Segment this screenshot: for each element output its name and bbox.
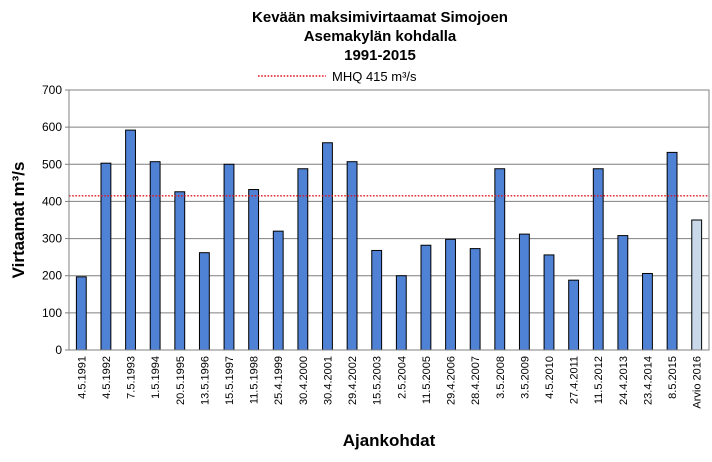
bar-15-5-1997 (223, 163, 235, 351)
bar-4-5-1991 (75, 276, 87, 351)
x-tick-label: 3.5.2008 (495, 356, 507, 399)
x-tick-label: 15.5.1997 (224, 356, 236, 405)
bar-arvio-2016 (691, 219, 703, 351)
plot-area-border (68, 89, 710, 351)
bar-29-4-2006 (445, 238, 456, 351)
x-tick-label: 24.4.2013 (618, 356, 630, 405)
x-tick-label: 3.5.2009 (519, 356, 531, 399)
x-tick-label: 28.4.2007 (470, 356, 482, 405)
y-axis-label: Virtaamat m³/s (9, 162, 28, 279)
bar-13-5-1996 (198, 252, 210, 351)
x-tick-label: 4.5.1991 (76, 356, 88, 399)
x-tick-label: 20.5.1995 (175, 356, 187, 405)
x-tick-label: 30.4.2000 (298, 356, 310, 405)
bar-23-4-2014 (642, 272, 653, 351)
x-tick-label: 8.5.2015 (667, 356, 679, 399)
bar-4-5-1992 (100, 162, 112, 351)
bar-8-5-2015 (666, 151, 678, 351)
bar-25-4-1999 (272, 230, 284, 351)
x-tick-label: 23.4.2014 (642, 356, 654, 405)
bar-7-5-1993 (125, 129, 136, 351)
y-tick-label: 400 (42, 194, 62, 208)
x-tick-label: 1.5.1994 (150, 356, 162, 399)
bar-1-5-1994 (149, 161, 161, 351)
x-tick-label: 2.5.2004 (396, 356, 408, 399)
x-axis-label: Ajankohdat (343, 431, 436, 450)
bar-3-5-2009 (518, 233, 530, 351)
bar-3-5-2008 (494, 168, 506, 351)
x-tick-label: 25.4.1999 (273, 356, 285, 405)
x-tick-label: 15.5.2003 (372, 356, 384, 405)
bar-20-5-1995 (174, 191, 186, 351)
x-tick-label: 11.5.1998 (249, 356, 261, 404)
x-tick-label: 7.5.1993 (126, 356, 138, 399)
bar-28-4-2007 (469, 248, 481, 351)
x-tick-label: 30.4.2001 (322, 356, 334, 405)
bar-11-5-2005 (420, 244, 432, 351)
y-tick-label: 200 (42, 269, 62, 283)
bar-11-5-1998 (248, 189, 260, 351)
title-line-2: Asemakylän kohdalla (304, 28, 457, 45)
bar-4-5-2010 (543, 254, 555, 351)
y-tick-label: 0 (55, 343, 62, 357)
x-tick-label: 11.5.2005 (421, 356, 433, 404)
x-tick-label: 13.5.1996 (199, 356, 211, 405)
x-tick-label: 27.4.2011 (569, 356, 581, 404)
x-tick-label: 11.5.2012 (593, 356, 605, 404)
x-tick-label: 4.5.1992 (101, 356, 113, 399)
chart-title: Kevään maksimivirtaamat Simojoen Asemaky… (252, 9, 508, 64)
bar-15-5-2003 (371, 249, 383, 351)
x-axis-ticks: 4.5.1991 4.5.1992 7.5.1993 1.5.1994 20.5.199… (76, 356, 703, 409)
x-tick-label: Arvio 2016 (692, 356, 704, 409)
x-tick-label: 4.5.2010 (544, 356, 556, 399)
bar-2-5-2004 (395, 275, 407, 351)
y-tick-label: 100 (42, 306, 62, 320)
x-tick-label: 29.4.2002 (347, 356, 359, 405)
title-line-1: Kevään maksimivirtaamat Simojoen (252, 9, 508, 26)
bars (75, 129, 703, 351)
y-tick-label: 300 (42, 232, 62, 246)
bar-27-4-2011 (568, 279, 580, 351)
bar-24-4-2013 (617, 235, 629, 351)
legend: MHQ 415 m³/s (258, 69, 417, 84)
bar-29-4-2002 (346, 161, 358, 351)
x-tick-label: 29.4.2006 (446, 356, 458, 405)
y-tick-label: 500 (42, 157, 62, 171)
legend-label: MHQ 415 m³/s (332, 69, 417, 84)
title-line-3: 1991-2015 (344, 47, 416, 64)
y-tick-label: 700 (42, 83, 62, 97)
bar-30-4-2001 (322, 142, 333, 351)
gridlines (69, 126, 709, 314)
y-tick-label: 600 (42, 120, 62, 134)
y-axis-ticks: 0 100 200 300 400 500 600 700 (42, 83, 69, 357)
